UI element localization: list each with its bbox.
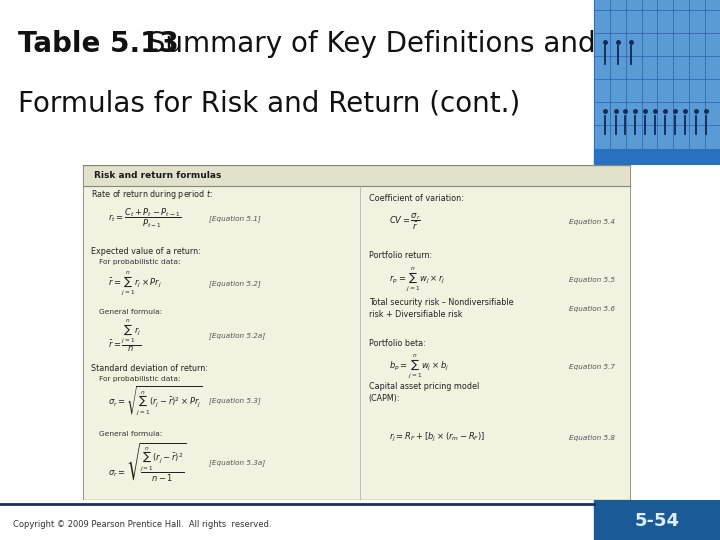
Text: $r_t = \dfrac{C_t + P_t - P_{t-1}}{P_{t-1}}$: $r_t = \dfrac{C_t + P_t - P_{t-1}}{P_{t-… (108, 206, 181, 230)
Text: Equation 5.5: Equation 5.5 (569, 277, 615, 284)
Text: General formula:: General formula: (99, 309, 162, 315)
Text: Coefficient of variation:: Coefficient of variation: (369, 194, 464, 202)
Text: [Equation 5.1]: [Equation 5.1] (209, 215, 261, 222)
Text: Table 5.13: Table 5.13 (18, 30, 179, 58)
Text: Risk and return formulas: Risk and return formulas (94, 171, 221, 180)
Text: Portfolio beta:: Portfolio beta: (369, 339, 426, 348)
Text: $\bar{r} = \sum_{j=1}^{n} r_j \times Pr_j$: $\bar{r} = \sum_{j=1}^{n} r_j \times Pr_… (108, 269, 162, 298)
Text: Equation 5.8: Equation 5.8 (569, 435, 615, 441)
Text: Formulas for Risk and Return (cont.): Formulas for Risk and Return (cont.) (18, 89, 521, 117)
Text: Expected value of a return:: Expected value of a return: (91, 247, 201, 256)
Bar (0, 0, 594, 148)
Bar (594, 148, 720, 165)
Text: 5-54: 5-54 (634, 511, 680, 530)
Bar (83, 165, 630, 186)
Text: Equation 5.4: Equation 5.4 (569, 219, 615, 225)
Text: [Equation 5.2a]: [Equation 5.2a] (209, 332, 265, 339)
Bar (594, 0, 720, 148)
Text: Portfolio return:: Portfolio return: (369, 251, 432, 260)
Text: $b_p = \sum_{j=1}^{n} w_j \times b_j$: $b_p = \sum_{j=1}^{n} w_j \times b_j$ (389, 353, 449, 381)
Text: [Equation 5.3]: [Equation 5.3] (209, 397, 261, 404)
Text: $r_p = \sum_{j=1}^{n} w_j \times r_j$: $r_p = \sum_{j=1}^{n} w_j \times r_j$ (389, 266, 445, 294)
Text: Rate of return during period $t$:: Rate of return during period $t$: (91, 188, 213, 201)
Text: Standard deviation of return:: Standard deviation of return: (91, 364, 208, 374)
Text: Capital asset pricing model
(CAPM):: Capital asset pricing model (CAPM): (369, 382, 479, 403)
Bar (594, 500, 720, 540)
Text: $\sigma_r = \sqrt{\dfrac{\sum_{j=1}^{n}(r_j - \bar{r})^2}{n - 1}}$: $\sigma_r = \sqrt{\dfrac{\sum_{j=1}^{n}(… (108, 442, 186, 483)
Text: Equation 5.6: Equation 5.6 (569, 306, 615, 312)
Text: $CV = \dfrac{\sigma_r}{\bar{r}}$: $CV = \dfrac{\sigma_r}{\bar{r}}$ (389, 211, 420, 232)
Text: For probabilistic data:: For probabilistic data: (99, 376, 180, 382)
Text: $r_j = R_F + [b_j \times (r_m - R_F)]$: $r_j = R_F + [b_j \times (r_m - R_F)]$ (389, 431, 485, 444)
Text: Total security risk – Nondiversifiable
risk + Diversifiable risk: Total security risk – Nondiversifiable r… (369, 298, 513, 319)
Text: General formula:: General formula: (99, 431, 162, 437)
Bar (0, 500, 594, 540)
Text: For probabilistic data:: For probabilistic data: (99, 259, 180, 265)
Text: [Equation 5.2]: [Equation 5.2] (209, 280, 261, 287)
Text: Summary of Key Definitions and: Summary of Key Definitions and (130, 30, 595, 58)
Text: $\sigma_r = \sqrt{\sum_{j=1}^{n}(r_j - \bar{r})^2 \times Pr_j}$: $\sigma_r = \sqrt{\sum_{j=1}^{n}(r_j - \… (108, 384, 202, 417)
Text: Equation 5.7: Equation 5.7 (569, 364, 615, 370)
Text: [Equation 5.3a]: [Equation 5.3a] (209, 459, 265, 466)
Text: $\bar{r} = \dfrac{\sum_{j=1}^{n} r_j}{n}$: $\bar{r} = \dfrac{\sum_{j=1}^{n} r_j}{n}… (108, 317, 142, 354)
Text: Copyright © 2009 Pearson Prentice Hall.  All rights  reserved.: Copyright © 2009 Pearson Prentice Hall. … (13, 520, 271, 529)
Bar (83, 165, 630, 500)
